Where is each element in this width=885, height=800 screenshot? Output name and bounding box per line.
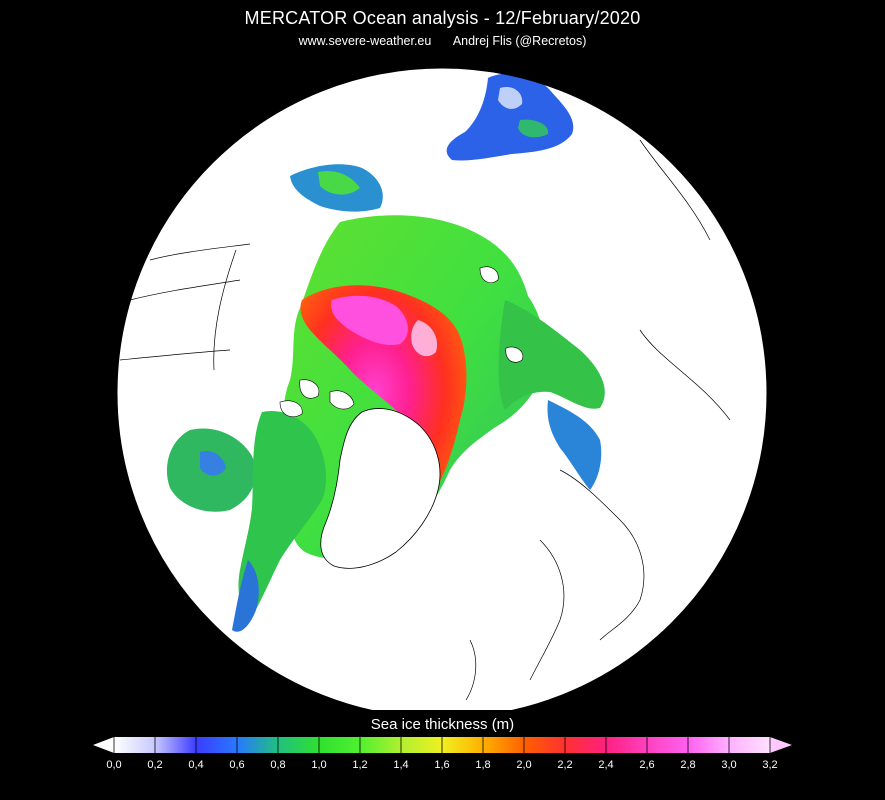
colorbar-tick-label: 3,2: [762, 759, 778, 771]
colorbar-tick-label: 2,2: [557, 759, 573, 771]
colorbar: [93, 737, 792, 753]
credit-author: Andrej Flis (@Recretos): [452, 34, 587, 48]
colorbar-tick-label: 2,4: [598, 759, 614, 771]
colorbar-tick-label: 1,8: [475, 759, 491, 771]
colorbar-tick-label: 0,0: [106, 759, 122, 771]
map-title: MERCATOR Ocean analysis - 12/February/20…: [244, 8, 641, 28]
colorbar-tick-label: 0,2: [147, 759, 163, 771]
colorbar-tick-label: 2,6: [639, 759, 655, 771]
colorbar-tick-label: 0,8: [270, 759, 286, 771]
arctic-map: [116, 67, 768, 710]
credit-website: www.severe-weather.eu: [298, 34, 432, 48]
greenland-land: [320, 408, 441, 569]
barents-ice: [498, 300, 605, 410]
legend-title: Sea ice thickness (m): [370, 716, 515, 733]
colorbar-max-arrow: [770, 737, 792, 753]
colorbar-tick-label: 2,8: [680, 759, 696, 771]
colorbar-tick-label: 1,6: [434, 759, 450, 771]
credits-line: www.severe-weather.eu Andrej Flis (@Recr…: [0, 34, 885, 48]
baffin-ice: [238, 410, 327, 620]
colorbar-tick-label: 0,4: [188, 759, 204, 771]
colorbar-tick-label: 2,0: [516, 759, 532, 771]
colorbar-min-arrow: [93, 737, 114, 753]
okhotsk-ice: [446, 73, 574, 161]
colorbar-tick-label: 0,6: [229, 759, 245, 771]
colorbar-tick-label: 1,2: [352, 759, 368, 771]
colorbar-tick-label: 1,4: [393, 759, 409, 771]
colorbar-tick-label: 3,0: [721, 759, 737, 771]
colorbar-tick-label: 1,0: [311, 759, 327, 771]
